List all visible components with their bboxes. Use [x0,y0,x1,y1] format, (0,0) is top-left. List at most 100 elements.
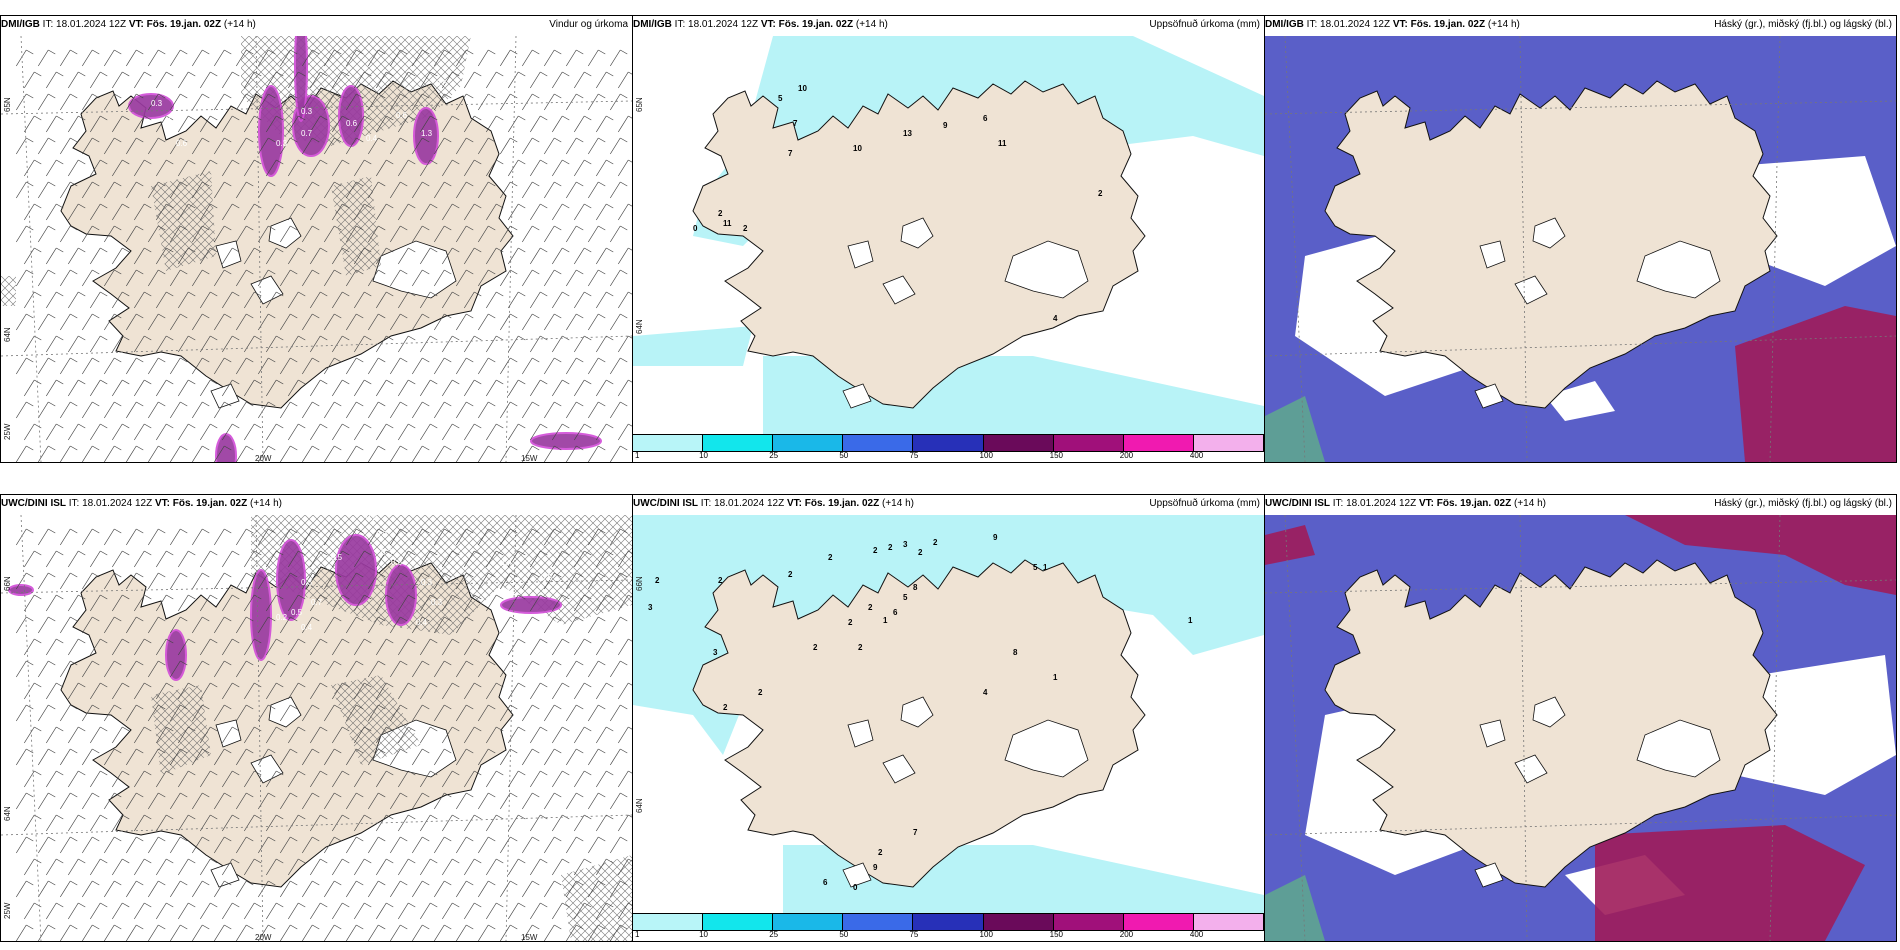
wind-barb [81,616,100,634]
wind-barb [389,748,408,766]
wind-barb [287,638,306,656]
wind-barb [15,181,34,199]
precip-value-label: 2 [788,570,793,579]
high-cloud-area [1595,825,1865,941]
wind-barb [81,704,100,722]
wind-barb [147,93,166,111]
wind-barb [309,115,328,133]
legend-tick-label: 100 [979,451,993,460]
wind-barb [103,225,122,243]
wind-barb [323,137,342,155]
legend-tick-label: 75 [909,930,919,939]
lat-label: 25W [3,423,12,440]
precip-area [500,596,562,614]
wind-barb [433,269,452,287]
glacier-outline [268,696,302,728]
wind-barb [595,291,614,309]
precip-area [530,432,602,450]
wind-barb [59,181,78,199]
wind-barb [37,181,56,199]
wind-barb [169,660,188,678]
wind-barb [573,902,592,920]
wind-barb [507,858,526,876]
wind-barb [15,528,34,546]
wind-barb [477,225,496,243]
wind-barb [287,71,306,89]
wind-barb [411,49,430,67]
wind-barb [595,247,614,265]
wind-barb [133,159,152,177]
wind-barb [477,748,496,766]
wind-barb [125,269,144,287]
panel-header: DMI/IGB IT: 18.01.2024 12Z VT: Fös. 19.j… [1265,16,1896,34]
wind-barb [609,880,628,898]
wind-barb [235,836,254,854]
snow-hatch-area [561,855,632,941]
wind-barb [287,423,306,441]
wind-barb [67,550,86,568]
wind-barb [81,445,100,462]
wind-barb [375,115,394,133]
wind-barb [125,704,144,722]
wind-barb [265,550,284,568]
wind-barb [419,726,438,744]
legend-swatch [633,435,704,451]
wind-barb [103,269,122,287]
wind-barb [565,792,584,810]
wind-barb [367,181,386,199]
wind-barb [609,660,628,678]
wind-barb [59,748,78,766]
wind-barb [67,115,86,133]
wind-barb [485,550,504,568]
wind-barb [521,704,540,722]
glacier-outline [1636,240,1721,299]
wind-barb [45,594,64,612]
precip-area [335,534,377,606]
wind-barb [609,137,628,155]
graticule-line [1284,36,1306,462]
wind-barb [323,528,342,546]
wind-barb [477,792,496,810]
high-cloud-area [1735,306,1896,462]
wind-barb [529,594,548,612]
wind-barb [323,401,342,419]
wind-barb [617,247,632,265]
valid-time: VT: Fös. 19.jan. 02Z [128,19,222,30]
wind-barb [169,181,188,199]
wind-barb [235,924,254,941]
legend-tick-label: 50 [839,451,849,460]
wind-barb [23,726,42,744]
wind-barb [375,203,394,221]
wind-barb [617,682,632,700]
legend-tick-label: 100 [979,930,993,939]
wind-barb [331,247,350,265]
wind-barb [125,445,144,462]
wind-barb [89,638,108,656]
wind-barb [279,572,298,590]
contour-value-label: 0.3 [431,598,443,607]
lon-label: 15W [521,454,538,463]
wind-barb [367,704,386,722]
wind-barb [367,792,386,810]
lead-time: (+14 h) [1511,498,1546,509]
wind-barb [331,858,350,876]
wind-barb [191,313,210,331]
precip-value-label: 2 [878,848,883,857]
wind-barb [587,792,606,810]
wind-barb [419,550,438,568]
wind-barb [353,159,372,177]
wind-barb [353,115,372,133]
wind-barb [89,247,108,265]
wind-barb [323,792,342,810]
wind-barb [169,572,188,590]
wind-barb [15,401,34,419]
wind-barb [301,792,320,810]
wind-barb [257,93,276,111]
wind-barb [81,792,100,810]
legend-tick-label: 1 [635,930,640,939]
wind-barb [433,528,452,546]
wind-barb [301,313,320,331]
wind-barb [103,880,122,898]
lead-time: (+14 h) [853,19,888,30]
init-time: IT: 18.01.2024 12Z [1303,19,1393,30]
